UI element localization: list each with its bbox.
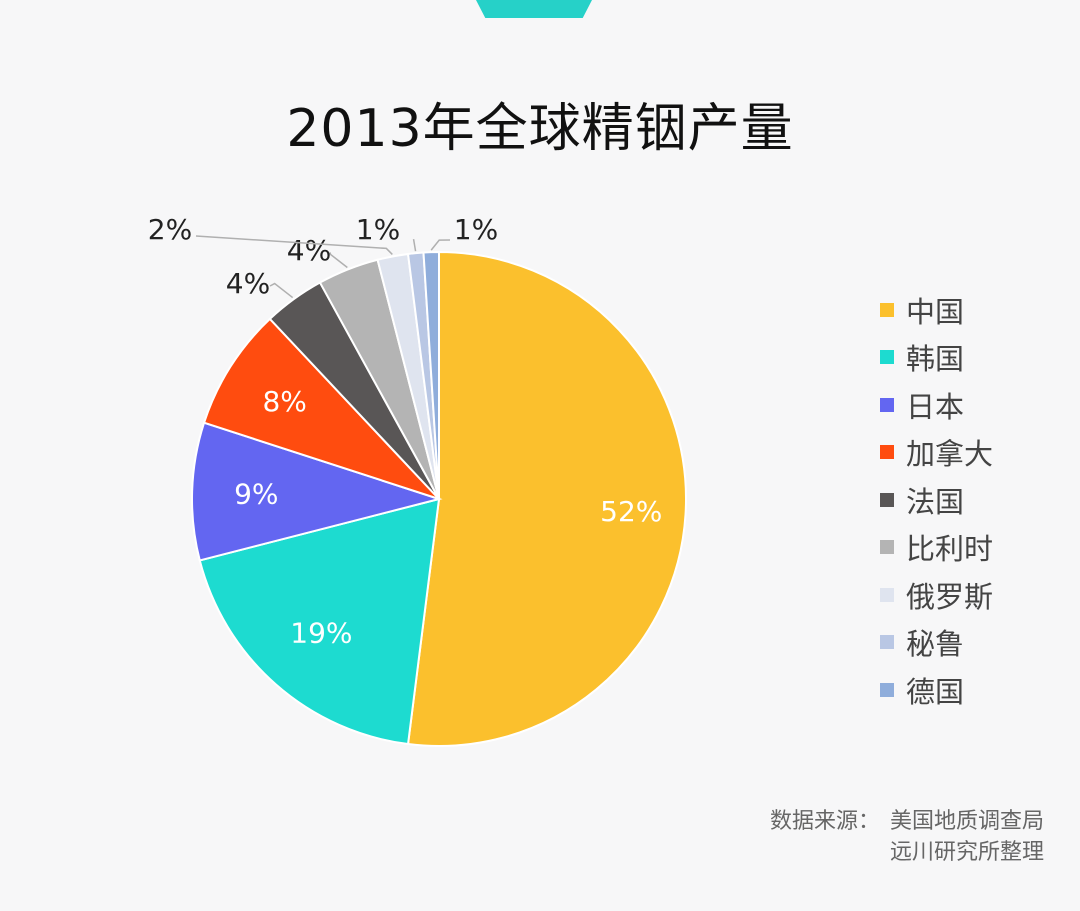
pie-slice-japan bbox=[191, 421, 443, 562]
data-label-france: 4% bbox=[226, 267, 270, 300]
leader-line-peru bbox=[412, 238, 417, 252]
legend-label-france: 法国 bbox=[906, 484, 965, 519]
legend-swatch-korea bbox=[880, 350, 894, 365]
legend-label-belgium: 比利时 bbox=[906, 532, 994, 567]
legend-swatch-germany bbox=[880, 682, 894, 697]
legend-swatch-japan bbox=[880, 397, 894, 412]
legend-item-france: 法国 bbox=[880, 476, 993, 524]
legend-swatch-canada bbox=[880, 445, 894, 460]
data-label-korea: 19% bbox=[290, 616, 352, 649]
data-source-line-2: 远川研究所整理 bbox=[890, 840, 1045, 865]
legend-swatch-china bbox=[880, 302, 894, 317]
data-label-peru: 1% bbox=[356, 213, 400, 246]
leader-line-germany bbox=[430, 239, 451, 251]
pie-slice-germany bbox=[422, 250, 440, 500]
legend-label-canada: 加拿大 bbox=[906, 437, 994, 472]
legend-swatch-russia bbox=[880, 587, 894, 602]
legend-label-peru: 秘鲁 bbox=[906, 627, 965, 662]
leader-line-belgium bbox=[327, 252, 348, 269]
legend-item-peru: 秘鲁 bbox=[880, 619, 993, 667]
data-source-label: 数据来源： bbox=[770, 809, 881, 834]
top-accent-tab bbox=[476, 0, 592, 18]
data-source-text: 美国地质调查局 远川研究所整理 bbox=[890, 806, 1044, 868]
legend-label-korea: 韩国 bbox=[906, 342, 965, 377]
data-source-line-1: 美国地质调查局 bbox=[890, 809, 1045, 834]
legend-label-germany: 德国 bbox=[906, 674, 965, 709]
legend-item-canada: 加拿大 bbox=[880, 429, 993, 477]
pie-slice-canada bbox=[202, 317, 440, 500]
legend-label-russia: 俄罗斯 bbox=[906, 579, 994, 614]
chart-legend: 中国韩国日本加拿大法国比利时俄罗斯秘鲁德国 bbox=[880, 286, 993, 714]
data-label-belgium: 4% bbox=[287, 234, 331, 267]
legend-swatch-belgium bbox=[880, 540, 894, 555]
legend-label-china: 中国 bbox=[906, 294, 965, 329]
legend-swatch-peru bbox=[880, 635, 894, 650]
legend-item-china: 中国 bbox=[880, 286, 993, 334]
legend-label-japan: 日本 bbox=[906, 389, 965, 424]
legend-item-germany: 德国 bbox=[880, 666, 993, 714]
legend-item-japan: 日本 bbox=[880, 381, 993, 429]
legend-item-korea: 韩国 bbox=[880, 334, 993, 382]
data-label-germany: 1% bbox=[454, 213, 498, 246]
pie-slice-korea bbox=[198, 497, 441, 746]
data-label-china: 52% bbox=[600, 495, 662, 528]
data-label-canada: 8% bbox=[262, 385, 306, 418]
legend-item-belgium: 比利时 bbox=[880, 524, 993, 572]
pie-slice-china bbox=[406, 250, 687, 747]
leader-line-russia bbox=[195, 235, 393, 255]
legend-swatch-france bbox=[880, 492, 894, 507]
legend-item-russia: 俄罗斯 bbox=[880, 571, 993, 619]
chart-title: 2013年全球精铟产量 bbox=[286, 99, 794, 159]
data-label-japan: 9% bbox=[234, 477, 278, 510]
leader-line-france bbox=[269, 282, 294, 299]
data-label-russia: 2% bbox=[148, 213, 192, 246]
